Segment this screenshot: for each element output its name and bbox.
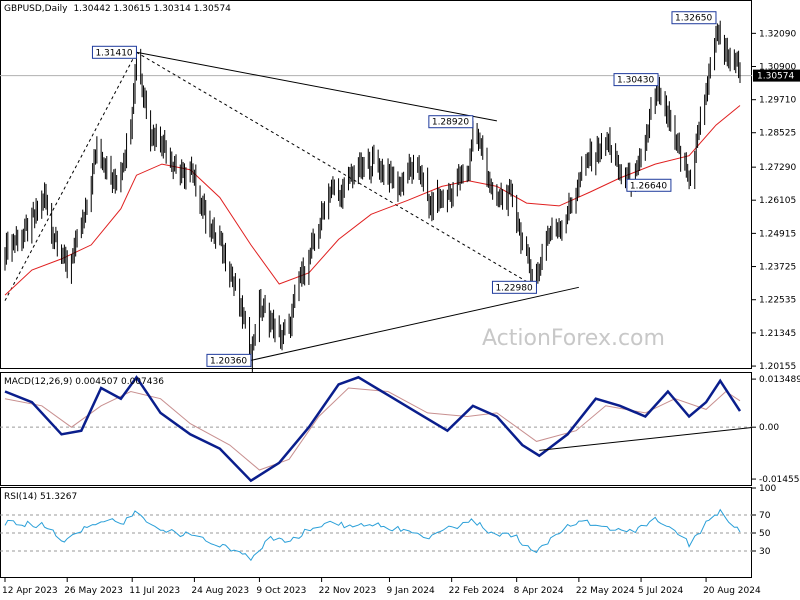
current-price: 1.30574 [753,69,800,82]
watermark: ActionForex.com [482,326,665,351]
price-axis-tick-label: 1.23725 [759,263,796,273]
annotation-label: 1.22980 [495,283,532,293]
annotation-box [91,45,137,59]
macd-axis: 0.013489 0.00 -0.014554 [752,375,800,485]
macd-trendline [539,427,753,451]
macd-panel-title: MACD(12,26,9) 0.004507 0.007436 [4,377,164,387]
rsi-lines [0,508,752,562]
annotation-label: 1.20360 [210,356,247,366]
x-axis-tick-label: 22 Feb 2024 [449,586,505,596]
annotation-box [491,280,537,294]
rsi-panel-title: RSI(14) 51.3267 [4,492,77,502]
x-axis-tick-label: 12 Apr 2023 [2,586,58,596]
x-axis-tick-label: 20 Aug 2024 [703,586,761,596]
annotation-box [626,178,672,192]
price-axis-tick-label: 1.24915 [759,229,796,239]
x-axis-tick-label: 24 Aug 2023 [191,586,249,596]
trendlines [4,51,579,361]
x-axis: 12 Apr 2023 26 May 2023 11 Jul 2023 24 Aug … [2,578,761,596]
price-axis-tick-label: 1.21345 [759,329,796,339]
moving-average-line [4,105,741,296]
annotation-label: 1.28920 [432,118,469,128]
price-panel-title: GBPUSD,Daily 1.30442 1.30615 1.30314 1.30… [4,4,231,14]
annotation-box [206,353,252,367]
x-axis-tick-label: 26 May 2023 [64,586,123,596]
annotation-box [671,11,717,25]
rsi-axis-tick-label: 70 [759,511,771,521]
price-axis-tick-label: 1.27290 [759,163,796,173]
macd-main-line [4,375,742,483]
moving-average [4,105,741,296]
annotation-label: 1.32650 [675,14,712,24]
rsi-line [4,508,741,562]
rsi-axis: 100 70 50 30 [752,484,776,557]
current-price-tag [753,69,800,82]
price-axis: 1.32090 1.30900 1.29710 1.28525 1.27290 1.261… [752,29,796,372]
x-axis-tick-label: 9 Oct 2023 [256,586,306,596]
x-axis-tick-label: 8 Apr 2024 [514,586,564,596]
x-axis-tick-label: 5 Jul 2024 [638,586,683,596]
macd-axis-tick-label: 0.013489 [759,375,800,385]
current-price-label: 1.30574 [757,72,794,82]
annotation-label: 1.31410 [95,48,132,58]
x-axis-tick-label: 11 Jul 2023 [129,586,180,596]
dashed-trendline [4,52,137,301]
x-axis-tick-label: 22 May 2024 [576,586,635,596]
annotation-label: 1.26640 [630,181,667,191]
price-axis-tick-label: 1.29710 [759,96,796,106]
macd-panel-frame [0,372,752,486]
price-annotations: 1.31410 1.28920 1.20360 1.22980 1.30430 1.266… [91,11,717,367]
annotation-label: 1.30430 [617,76,654,86]
annotation-box [613,73,659,87]
price-axis-tick-label: 1.28525 [759,129,796,139]
macd-lines [0,375,753,483]
price-axis-tick-label: 1.32090 [759,29,796,39]
x-axis-tick-label: 9 Jan 2024 [386,586,434,596]
price-axis-tick-label: 1.22535 [759,296,796,306]
dashed-trendline [136,51,537,288]
trendline [250,286,579,361]
price-axis-tick-label: 1.30900 [759,63,796,73]
rsi-axis-tick-label: 30 [759,547,771,557]
rsi-axis-tick-label: 50 [759,529,771,539]
price-axis-tick-label: 1.20155 [759,362,796,372]
rsi-axis-tick-label: 100 [759,484,776,494]
price-bars [4,20,741,372]
x-axis-tick-label: 22 Nov 2023 [319,586,377,596]
macd-axis-tick-label: -0.014554 [759,475,800,485]
price-panel-frame [0,0,752,369]
price-axis-tick-label: 1.26105 [759,196,796,206]
annotation-box [428,115,474,129]
trendline [136,51,497,122]
macd-axis-tick-label: 0.00 [759,423,779,433]
